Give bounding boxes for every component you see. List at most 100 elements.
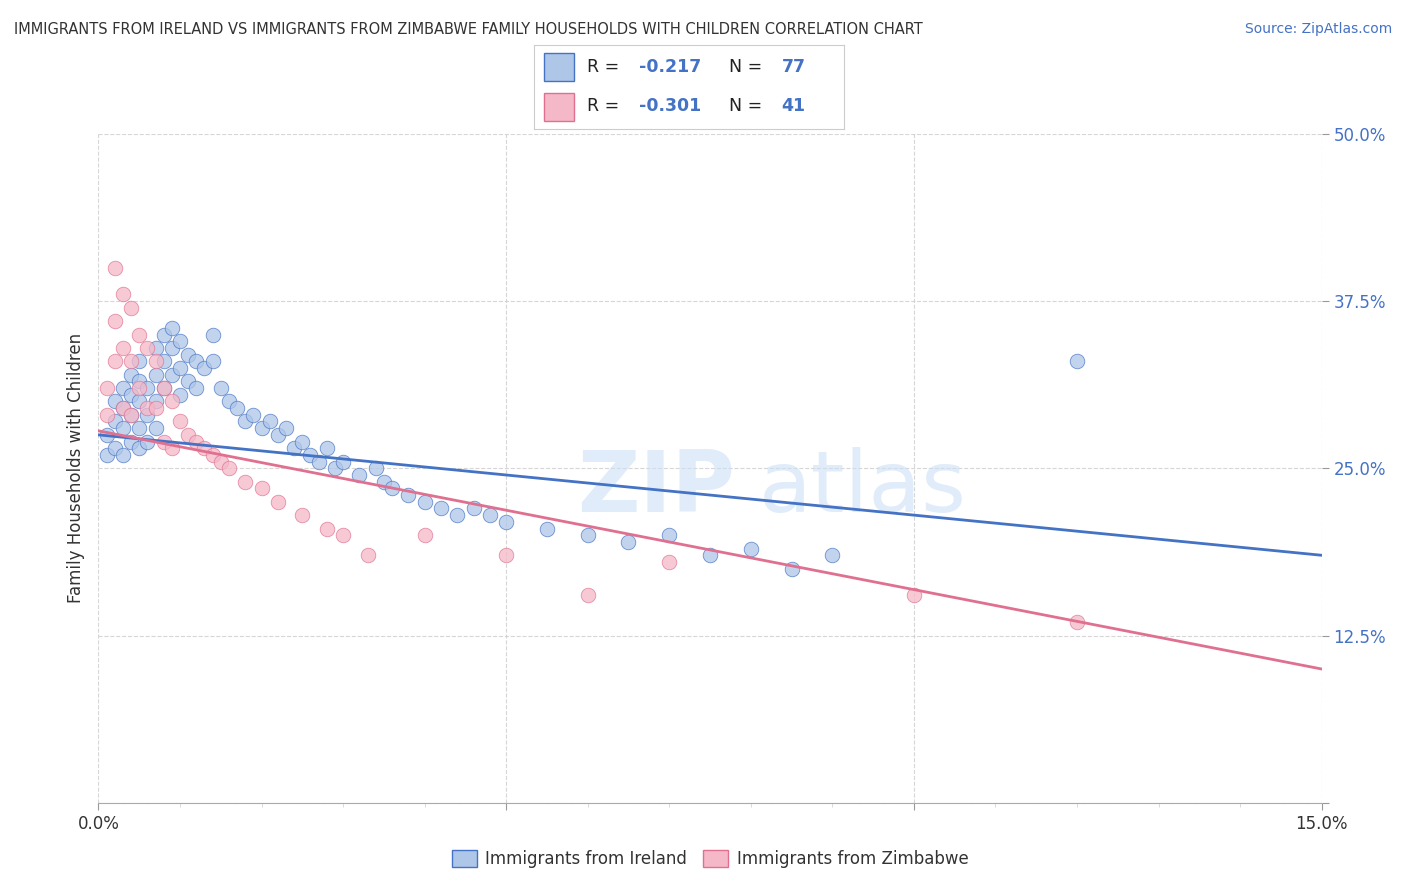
- Point: [323, 461, 346, 475]
- Point: [356, 548, 378, 563]
- Point: [120, 301, 142, 315]
- Point: [315, 521, 337, 535]
- Text: -0.301: -0.301: [640, 97, 702, 115]
- Point: [128, 394, 150, 409]
- Point: [136, 401, 159, 416]
- Point: [242, 408, 264, 422]
- Point: [104, 415, 127, 429]
- Point: [96, 381, 118, 395]
- Point: [128, 327, 150, 342]
- Point: [186, 434, 208, 449]
- Point: [1066, 615, 1088, 630]
- Point: [111, 341, 134, 355]
- Text: R =: R =: [586, 97, 624, 115]
- Point: [193, 442, 215, 456]
- Point: [160, 368, 183, 382]
- Point: [145, 354, 167, 368]
- Text: atlas: atlas: [759, 447, 967, 530]
- Point: [413, 528, 436, 542]
- Point: [186, 381, 208, 395]
- Point: [160, 442, 183, 456]
- Point: [201, 448, 224, 462]
- Point: [740, 541, 762, 556]
- Point: [209, 381, 232, 395]
- Point: [128, 442, 150, 456]
- Point: [152, 354, 174, 368]
- Text: IMMIGRANTS FROM IRELAND VS IMMIGRANTS FROM ZIMBABWE FAMILY HOUSEHOLDS WITH CHILD: IMMIGRANTS FROM IRELAND VS IMMIGRANTS FR…: [14, 22, 922, 37]
- Point: [152, 327, 174, 342]
- Point: [186, 354, 208, 368]
- Point: [478, 508, 501, 523]
- Point: [120, 388, 142, 402]
- Text: N =: N =: [730, 59, 768, 77]
- Point: [111, 421, 134, 435]
- Text: ZIP: ZIP: [576, 447, 734, 530]
- Point: [267, 494, 290, 508]
- Point: [120, 408, 142, 422]
- Point: [536, 521, 558, 535]
- Point: [111, 448, 134, 462]
- Point: [233, 475, 256, 489]
- Point: [463, 501, 485, 516]
- Point: [259, 415, 281, 429]
- Point: [658, 555, 681, 569]
- Point: [169, 334, 191, 349]
- Point: [136, 434, 159, 449]
- Point: [495, 515, 517, 529]
- Point: [104, 442, 127, 456]
- Point: [96, 408, 118, 422]
- Point: [250, 482, 273, 496]
- Point: [104, 354, 127, 368]
- Point: [177, 428, 200, 442]
- Text: N =: N =: [730, 97, 768, 115]
- Point: [274, 421, 297, 435]
- Legend: Immigrants from Ireland, Immigrants from Zimbabwe: Immigrants from Ireland, Immigrants from…: [444, 843, 976, 875]
- Point: [120, 408, 142, 422]
- Y-axis label: Family Households with Children: Family Households with Children: [66, 334, 84, 603]
- Point: [128, 354, 150, 368]
- Point: [104, 394, 127, 409]
- Point: [291, 508, 314, 523]
- Point: [169, 388, 191, 402]
- Point: [177, 348, 200, 362]
- Point: [136, 408, 159, 422]
- Point: [152, 434, 174, 449]
- Point: [495, 548, 517, 563]
- Point: [780, 562, 803, 576]
- FancyBboxPatch shape: [544, 54, 575, 81]
- Point: [430, 501, 453, 516]
- Point: [446, 508, 468, 523]
- Point: [111, 287, 134, 301]
- Point: [104, 314, 127, 328]
- Point: [1066, 354, 1088, 368]
- Point: [283, 442, 305, 456]
- Point: [218, 461, 240, 475]
- Text: 77: 77: [782, 59, 806, 77]
- Point: [233, 415, 256, 429]
- Point: [111, 401, 134, 416]
- Point: [373, 475, 395, 489]
- Point: [145, 421, 167, 435]
- Point: [136, 381, 159, 395]
- Point: [381, 482, 404, 496]
- Point: [128, 381, 150, 395]
- Text: R =: R =: [586, 59, 624, 77]
- Point: [349, 468, 371, 483]
- Point: [209, 455, 232, 469]
- Text: Source: ZipAtlas.com: Source: ZipAtlas.com: [1244, 22, 1392, 37]
- Point: [250, 421, 273, 435]
- Text: 41: 41: [782, 97, 806, 115]
- Point: [128, 421, 150, 435]
- Point: [413, 494, 436, 508]
- Point: [396, 488, 419, 502]
- Point: [364, 461, 387, 475]
- Point: [136, 341, 159, 355]
- Point: [821, 548, 844, 563]
- Point: [145, 394, 167, 409]
- Point: [120, 354, 142, 368]
- Point: [145, 341, 167, 355]
- Point: [177, 375, 200, 389]
- Point: [658, 528, 681, 542]
- Point: [308, 455, 330, 469]
- Point: [160, 341, 183, 355]
